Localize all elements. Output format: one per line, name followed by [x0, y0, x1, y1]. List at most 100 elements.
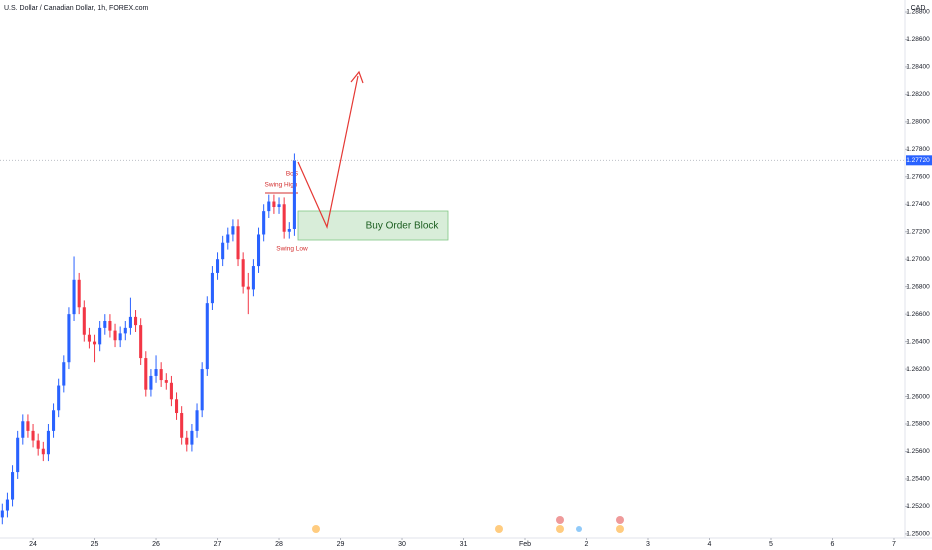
candle-body	[236, 226, 240, 260]
candle-body	[113, 330, 117, 341]
candle-body	[159, 369, 163, 381]
candle-body	[31, 430, 35, 441]
candle-body	[11, 472, 15, 500]
y-tick-label: 1.26600	[906, 311, 930, 318]
candle-body	[226, 234, 230, 243]
currency-label: CAD	[911, 5, 926, 12]
candle-body	[200, 369, 204, 411]
candle-body	[190, 430, 194, 445]
candle-body	[251, 266, 255, 290]
x-tick-label: 30	[398, 541, 406, 548]
x-tick-label: 31	[460, 541, 468, 548]
y-tick-label: 1.27600	[906, 174, 930, 181]
candle-body	[26, 421, 30, 431]
candle-body	[185, 437, 189, 445]
last-price-label: 1.27720	[906, 157, 930, 164]
x-tick-label: 2	[585, 541, 589, 548]
candle-body	[154, 369, 158, 376]
candle-body	[139, 325, 143, 359]
swing-low-label: Swing Low	[276, 246, 308, 253]
candle-body	[221, 242, 225, 260]
candle-body	[77, 279, 81, 308]
candle-body	[52, 410, 56, 431]
y-tick-label: 1.27000	[906, 256, 930, 263]
last-price-box	[906, 155, 932, 166]
candle-body	[277, 204, 281, 208]
candle-body	[67, 314, 71, 363]
x-tick-label: 3	[646, 541, 650, 548]
candle-body	[134, 316, 138, 326]
y-tick-label: 1.28200	[906, 91, 930, 98]
x-tick-label: 24	[29, 541, 37, 548]
x-tick-label: 7	[892, 541, 896, 548]
x-tick-label: 25	[91, 541, 99, 548]
candle-body	[5, 499, 9, 511]
candle-body	[231, 226, 235, 235]
x-tick-label: 6	[831, 541, 835, 548]
candle-body	[292, 160, 296, 229]
candle-body	[246, 286, 250, 290]
candle-body	[205, 303, 209, 370]
candle-body	[144, 358, 148, 390]
y-tick-label: 1.28800	[906, 9, 930, 16]
candle-body	[164, 380, 168, 383]
event-icon	[556, 516, 564, 524]
y-tick-label: 1.25200	[906, 503, 930, 510]
candle-body	[41, 448, 45, 455]
event-icon	[556, 525, 564, 533]
candle-body	[108, 321, 112, 331]
candle-body	[262, 211, 266, 235]
x-tick-label: 5	[769, 541, 773, 548]
event-icon	[312, 525, 320, 533]
candle-body	[195, 410, 199, 431]
event-icon	[616, 525, 624, 533]
y-tick-label: 1.28600	[906, 36, 930, 43]
candle-body	[62, 362, 66, 386]
bos-label: BoS	[286, 171, 299, 178]
candle-body	[82, 307, 86, 335]
y-tick-label: 1.26000	[906, 393, 930, 400]
candle-body	[46, 430, 50, 455]
x-tick-label: 28	[275, 541, 283, 548]
order-block-label: Buy Order Block	[366, 221, 440, 232]
y-tick-label: 1.28400	[906, 64, 930, 71]
event-icon	[495, 525, 503, 533]
y-tick-label: 1.26400	[906, 338, 930, 345]
y-tick-label: 1.27200	[906, 228, 930, 235]
projection-arrow	[297, 75, 359, 229]
y-tick-label: 1.26200	[906, 366, 930, 373]
candle-body	[241, 259, 245, 287]
candle-body	[175, 399, 179, 414]
candle-body	[169, 382, 173, 400]
candle-body	[98, 327, 102, 345]
y-tick-label: 1.26800	[906, 283, 930, 290]
x-tick-label: 29	[337, 541, 345, 548]
arrow-head	[350, 70, 364, 84]
x-tick-label: 27	[214, 541, 222, 548]
candle-body	[118, 333, 122, 341]
candle-body	[128, 316, 132, 328]
event-icon	[616, 516, 624, 524]
swing-high-label: Swing High	[265, 182, 298, 189]
candle-body	[123, 327, 127, 334]
candle-body	[256, 234, 261, 267]
candle-body	[57, 385, 61, 411]
y-tick-label: 1.27400	[906, 201, 930, 208]
candle-body	[16, 437, 20, 473]
candle-body	[282, 204, 286, 232]
candle-body	[287, 228, 291, 232]
y-tick-label: 1.25400	[906, 476, 930, 483]
candle-body	[0, 510, 4, 518]
candle-body	[149, 375, 153, 390]
chart-title: U.S. Dollar / Canadian Dollar, 1h, FOREX…	[4, 5, 149, 12]
candle-body	[72, 279, 76, 315]
candle-body	[272, 201, 276, 208]
x-tick-label: 4	[708, 541, 712, 548]
event-icon	[576, 526, 582, 532]
candle-body	[216, 259, 220, 273]
candle-body	[103, 321, 107, 328]
y-tick-label: 1.28000	[906, 119, 930, 126]
